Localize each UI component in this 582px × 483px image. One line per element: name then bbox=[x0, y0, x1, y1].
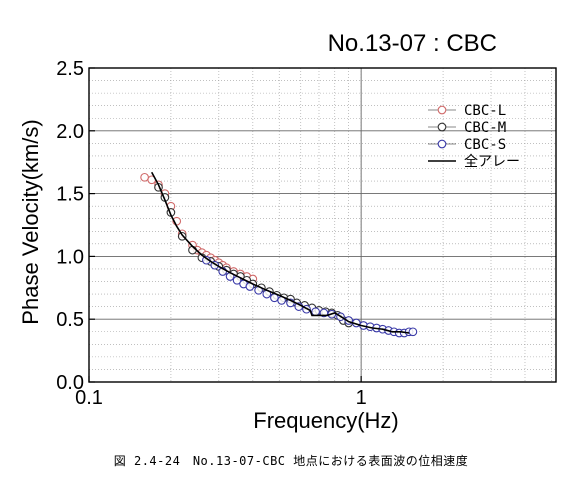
y-tick-label: 1.0 bbox=[56, 246, 84, 268]
x-tick-label: 1 bbox=[356, 387, 367, 409]
legend-label: CBC-S bbox=[464, 137, 506, 153]
y-tick-label: 0.5 bbox=[56, 309, 84, 331]
data-point bbox=[408, 327, 418, 337]
x-tick-label: 0.1 bbox=[75, 387, 103, 409]
legend-label: 全アレー bbox=[464, 153, 520, 170]
y-tick-label: 2.5 bbox=[56, 58, 84, 80]
axis-ticks bbox=[88, 67, 362, 383]
plot-frame bbox=[88, 67, 557, 383]
legend-label: CBC-M bbox=[464, 120, 506, 136]
x-axis-label: Frequency(Hz) bbox=[253, 408, 398, 433]
data-point bbox=[140, 172, 149, 182]
chart-title: No.13-07 : CBC bbox=[328, 30, 497, 57]
data-point bbox=[311, 307, 320, 317]
series-CBC-M bbox=[154, 182, 354, 328]
legend-marker bbox=[437, 139, 447, 149]
axis-tick-labels: 0.0 0.5 1.0 1.5 2.0 2.5 0.1 1 bbox=[56, 58, 367, 409]
series-layer bbox=[140, 171, 418, 338]
legend-marker bbox=[437, 105, 447, 115]
series-line bbox=[150, 171, 410, 334]
y-axis-label: Phase Velocity(km/s) bbox=[18, 119, 43, 324]
legend-marker bbox=[437, 122, 447, 132]
y-tick-label: 1.5 bbox=[56, 184, 84, 206]
y-tick-label: 2.0 bbox=[56, 121, 84, 143]
y-tick-label: 0.0 bbox=[56, 372, 84, 394]
figure-caption: 図 2.4-24 No.13-07-CBC 地点における表面波の位相速度 bbox=[113, 454, 469, 468]
series-全アレー bbox=[150, 171, 410, 334]
legend-label: CBC-L bbox=[464, 103, 506, 119]
